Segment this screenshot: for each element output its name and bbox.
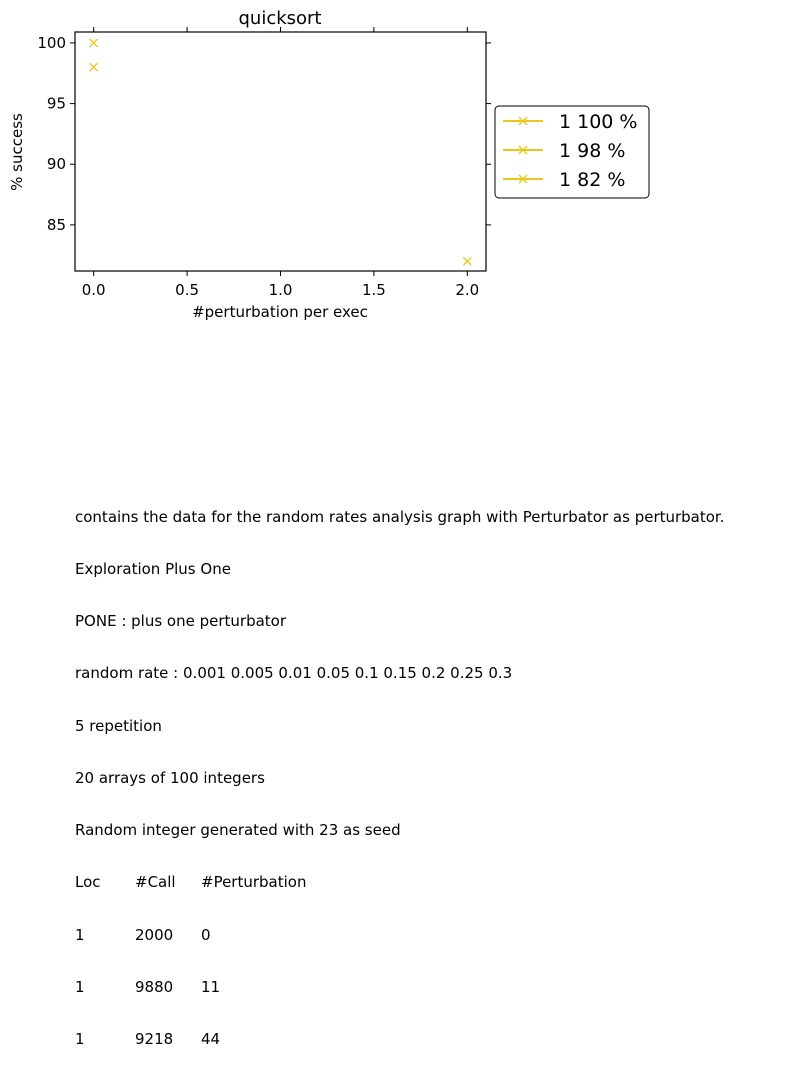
header-loc: Loc (75, 873, 101, 892)
legend-entry: 1 100 % (503, 111, 638, 133)
legend-label: 1 98 % (559, 140, 625, 162)
data-point (462, 256, 472, 266)
data-point (89, 62, 99, 72)
table-row: 1 2000 0 (75, 925, 725, 944)
y-tick-label: 90 (47, 155, 66, 173)
cell-perturbation: 44 (201, 1030, 221, 1048)
caption-line: PONE : plus one perturbator (75, 612, 287, 631)
x-axis: 0.0 0.5 1.0 1.5 2.0 (82, 27, 479, 299)
legend-marker (518, 116, 528, 126)
y-axis-label: % success (8, 113, 26, 191)
cell-call: 9880 (135, 977, 174, 996)
chart-title: quicksort (238, 8, 321, 29)
legend-label: 1 100 % (559, 111, 638, 133)
y-tick-label: 100 (37, 34, 66, 52)
caption-line: random rate : 0.001 0.005 0.01 0.05 0.1 … (75, 664, 513, 683)
x-axis-label: #perturbation per exec (192, 303, 368, 321)
chart: quicksort 0.0 0.5 1.0 1.5 2.0 85 90 95 100 #per… (8, 8, 650, 321)
legend-box (494, 105, 650, 199)
data-point (89, 38, 99, 48)
cell-loc: 1 (75, 925, 85, 944)
plot-area (74, 31, 487, 272)
legend-entry: 1 98 % (503, 140, 625, 162)
table-row: 1 9880 11 (75, 977, 725, 996)
legend: 1 100 % 1 98 % 1 82 % (494, 105, 650, 199)
cell-perturbation: 11 (201, 977, 221, 996)
caption-line: contains the data for the random rates a… (75, 507, 725, 526)
cell-call: 9218 (135, 1030, 174, 1048)
legend-marker (518, 174, 528, 184)
legend-entry: 1 82 % (503, 169, 625, 191)
cell-call: 2000 (135, 925, 174, 944)
x-tick-label: 0.5 (175, 281, 199, 299)
y-tick-label: 95 (47, 95, 66, 113)
caption-line: 20 arrays of 100 integers (75, 768, 265, 787)
header-call: #Call (135, 873, 176, 892)
x-tick-label: 2.0 (455, 281, 479, 299)
caption-line: Random integer generated with 23 as seed (75, 821, 401, 840)
table-header: Loc #Call #Perturbation (75, 873, 725, 892)
legend-marker (518, 145, 528, 155)
cell-perturbation: 0 (201, 925, 211, 944)
caption-line: Exploration Plus One (75, 560, 231, 579)
cell-loc: 1 (75, 1030, 85, 1048)
legend-label: 1 82 % (559, 169, 625, 191)
header-perturbation: #Perturbation (201, 873, 307, 892)
table-row: 1 9218 44 (75, 1030, 725, 1048)
data-points (89, 38, 472, 266)
x-tick-label: 0.0 (82, 281, 106, 299)
cell-loc: 1 (75, 977, 85, 996)
caption-line: 5 repetition (75, 716, 162, 735)
x-tick-label: 1.0 (269, 281, 293, 299)
y-axis: 85 90 95 100 (37, 34, 491, 234)
x-tick-label: 1.5 (362, 281, 386, 299)
caption: contains the data for the random rates a… (75, 474, 725, 1066)
y-tick-label: 85 (47, 216, 66, 234)
